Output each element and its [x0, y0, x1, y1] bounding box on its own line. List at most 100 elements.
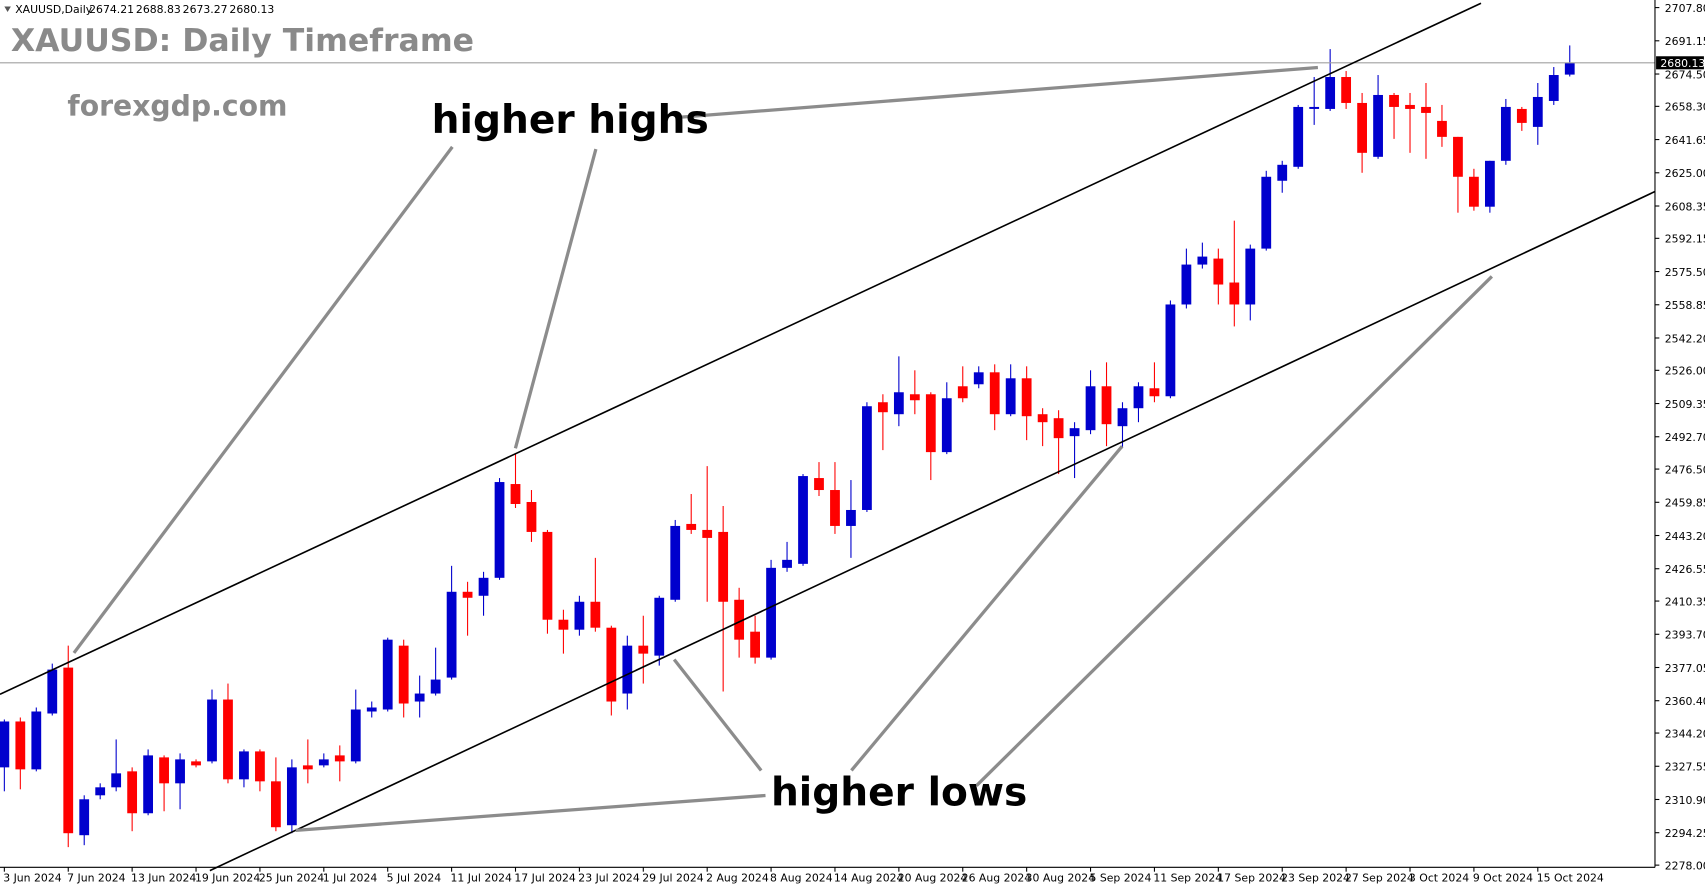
x-tick-label: 23 Jul 2024: [578, 871, 640, 884]
y-tick-label: 2592.15: [1665, 233, 1705, 246]
candle-body: [1261, 176, 1272, 249]
candle-body: [893, 392, 904, 415]
candle-body: [1564, 62, 1575, 75]
candle-body: [1229, 282, 1240, 305]
x-tick-label: 5 Jul 2024: [387, 871, 442, 884]
callout-line: [513, 148, 598, 449]
candle-body: [1548, 75, 1559, 101]
y-tick-label: 2377.05: [1665, 662, 1705, 675]
y-tick-label: 2542.20: [1665, 332, 1705, 345]
y-tick-label: 2658.30: [1665, 101, 1705, 114]
candle-body: [1421, 106, 1431, 113]
candle-body: [271, 781, 281, 828]
plot-area: [0, 45, 1655, 848]
candle-body: [95, 787, 106, 796]
candle-body: [0, 721, 10, 768]
candle-body: [1133, 386, 1144, 409]
candle-body: [1516, 108, 1527, 123]
y-tick-label: 2476.50: [1665, 463, 1705, 476]
x-tick-label: 17 Jul 2024: [514, 871, 576, 884]
candle-body: [734, 599, 745, 640]
y-tick-label: 2410.35: [1665, 595, 1705, 608]
y-tick-label: 2344.20: [1665, 727, 1705, 740]
x-tick-label: 1 Jul 2024: [323, 871, 378, 884]
candle-body: [31, 711, 42, 770]
candle-body: [1021, 378, 1032, 417]
candle-body: [590, 601, 601, 628]
y-tick-label: 2426.55: [1665, 563, 1705, 576]
y-tick-label: 2393.70: [1665, 629, 1705, 642]
y-tick-label: 2575.50: [1665, 266, 1705, 279]
x-tick-label: 27 Sep 2024: [1345, 871, 1414, 884]
candle-body: [558, 619, 569, 630]
last-price-box: [1656, 56, 1704, 70]
x-tick-label: 25 Jun 2024: [259, 871, 324, 884]
candle-body: [1437, 120, 1447, 137]
callouts: [72, 65, 1494, 832]
candle-body: [941, 398, 952, 453]
candle-body: [1197, 256, 1208, 265]
x-tick-label: 3 Oct 2024: [1409, 871, 1469, 884]
y-tick-label: 2278.00: [1665, 859, 1705, 872]
candle-body: [1053, 418, 1064, 439]
y-tick-label: 2360.40: [1665, 695, 1705, 708]
callout-line: [672, 658, 763, 772]
x-tick-label: 5 Sep 2024: [1089, 871, 1151, 884]
y-tick-label: 2509.35: [1665, 398, 1705, 411]
candle-body: [318, 759, 329, 766]
callout-line: [295, 793, 766, 832]
annotation: higher highs: [432, 98, 709, 143]
last-price-label: 2680.13: [1660, 57, 1705, 70]
candle-body: [1469, 176, 1479, 207]
candle-body: [462, 591, 473, 598]
y-tick-label: 2492.70: [1665, 431, 1705, 444]
header-open: 2674.21: [89, 3, 134, 16]
candle-body: [1309, 106, 1320, 109]
candle-body: [446, 591, 457, 678]
candle-body: [1213, 258, 1224, 285]
candle-body: [302, 765, 313, 770]
candle-body: [1293, 106, 1304, 167]
candle-body: [638, 645, 649, 654]
lower-channel-line: [209, 190, 1656, 872]
candle-body: [1037, 414, 1048, 423]
candle-body: [111, 773, 122, 788]
y-tick-label: 2310.90: [1665, 794, 1705, 807]
x-tick-label: 8 Aug 2024: [770, 871, 833, 884]
candle-body: [830, 490, 840, 526]
candle-body: [622, 645, 633, 694]
candle-body: [143, 755, 154, 814]
candle-body: [398, 645, 409, 704]
candle-body: [1405, 104, 1415, 109]
candle-body: [1149, 388, 1160, 397]
header-high: 2688.83: [136, 3, 181, 16]
candle-body: [47, 669, 58, 714]
candle-body: [909, 394, 920, 401]
x-tick-label: 2 Aug 2024: [706, 871, 769, 884]
y-tick-label: 2625.00: [1665, 167, 1705, 180]
candle-body: [670, 525, 681, 600]
header-icon: [4, 6, 11, 12]
candle-body: [1181, 264, 1192, 305]
candle-body: [574, 601, 585, 630]
candle-body: [1532, 96, 1543, 127]
candle-body: [478, 577, 489, 596]
x-tick-label: 9 Oct 2024: [1473, 871, 1533, 884]
candle-body: [1484, 160, 1495, 207]
candle-body: [175, 759, 185, 784]
x-tick-label: 7 Jun 2024: [67, 871, 125, 884]
candle-body: [1245, 248, 1256, 305]
y-tick-label: 2707.80: [1665, 2, 1705, 15]
candle-body: [414, 693, 425, 702]
candle-body: [207, 699, 217, 762]
y-tick-label: 2526.00: [1665, 365, 1705, 378]
x-tick-label: 11 Sep 2024: [1153, 871, 1222, 884]
candle-body: [239, 751, 249, 780]
chart-title: XAUUSD: Daily Timeframe: [11, 23, 474, 59]
candle-body: [1453, 136, 1463, 177]
candle-body: [382, 639, 393, 710]
x-tick-label: 13 Jun 2024: [131, 871, 196, 884]
callout-line: [850, 445, 1124, 772]
